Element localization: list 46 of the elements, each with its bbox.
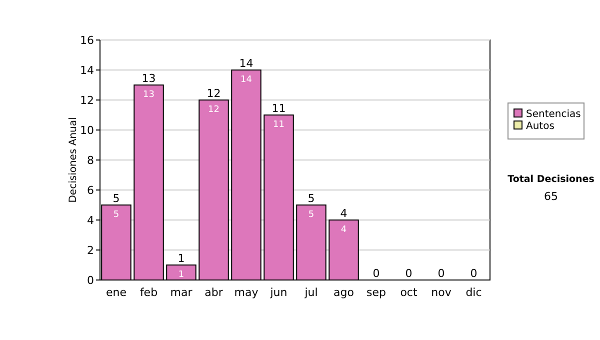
- x-tick-label: dic: [466, 286, 482, 299]
- y-tick-label: 16: [80, 34, 94, 47]
- y-axis-title: Decisiones Anual: [68, 117, 79, 203]
- x-tick-label: may: [234, 286, 259, 299]
- x-tick-label: ago: [334, 286, 354, 299]
- x-tick-label: ene: [106, 286, 127, 299]
- legend-label: Autos: [526, 121, 554, 132]
- total-label: 13: [142, 72, 156, 85]
- x-tick-label: mar: [170, 286, 193, 299]
- data-label: 11: [273, 120, 284, 130]
- y-tick-label: 12: [80, 94, 94, 107]
- y-tick-label: 4: [87, 214, 94, 227]
- total-label: 12: [206, 87, 221, 100]
- y-tick-label: 6: [87, 184, 94, 197]
- x-tick-label: feb: [140, 286, 158, 299]
- total-label: 1: [178, 252, 185, 265]
- text: 65: [544, 190, 558, 203]
- data-label: 5: [308, 210, 314, 220]
- legend-label: Sentencias: [526, 109, 581, 120]
- x-tick-label: oct: [400, 286, 418, 299]
- x-tick-label: sep: [366, 286, 386, 299]
- total-label: 11: [272, 102, 286, 115]
- total-label: 14: [239, 57, 254, 70]
- data-label: 12: [208, 105, 220, 115]
- data-label: 5: [113, 210, 120, 220]
- total-label: 0: [470, 267, 478, 280]
- x-tick-label: nov: [431, 286, 452, 299]
- y-tick-label: 14: [80, 64, 94, 77]
- total-label: 0: [405, 267, 412, 280]
- total-label: 0: [438, 267, 445, 280]
- data-label: 1: [178, 270, 184, 280]
- data-label: 4: [340, 225, 347, 235]
- y-tick-label: 10: [80, 124, 94, 137]
- total-label: 5: [112, 192, 120, 205]
- total-label: 0: [372, 267, 380, 280]
- text: Total Decisiones: [508, 174, 595, 185]
- y-tick-label: 8: [87, 154, 94, 167]
- y-tick-label: 0: [87, 274, 94, 287]
- y-tick-label: 2: [87, 244, 94, 257]
- data-label: 13: [143, 90, 154, 100]
- x-tick-label: jun: [269, 286, 288, 299]
- data-label: 14: [240, 75, 252, 85]
- x-tick-label: jul: [304, 286, 318, 299]
- total-label: 4: [340, 207, 348, 220]
- total-label: 5: [308, 192, 315, 205]
- x-tick-label: abr: [204, 286, 224, 299]
